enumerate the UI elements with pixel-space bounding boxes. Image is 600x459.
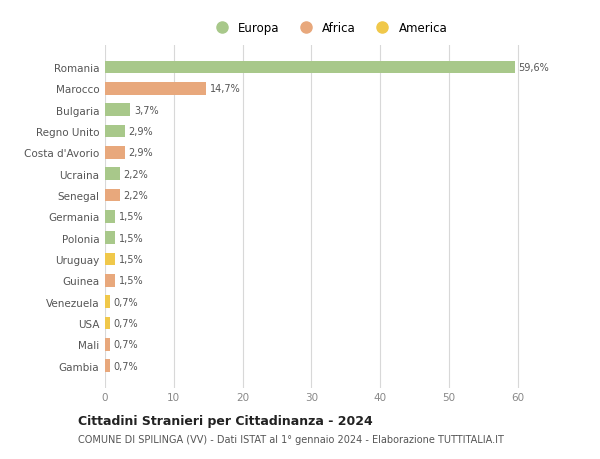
Bar — [105, 253, 115, 266]
Bar — [105, 62, 515, 74]
Text: 0,7%: 0,7% — [113, 297, 138, 307]
Text: 14,7%: 14,7% — [209, 84, 240, 94]
Text: 1,5%: 1,5% — [119, 212, 143, 222]
Text: 2,2%: 2,2% — [124, 169, 148, 179]
Text: Cittadini Stranieri per Cittadinanza - 2024: Cittadini Stranieri per Cittadinanza - 2… — [78, 414, 373, 428]
Bar — [105, 274, 115, 287]
Bar — [105, 211, 115, 223]
Text: COMUNE DI SPILINGA (VV) - Dati ISTAT al 1° gennaio 2024 - Elaborazione TUTTITALI: COMUNE DI SPILINGA (VV) - Dati ISTAT al … — [78, 434, 504, 443]
Bar — [105, 125, 125, 138]
Bar — [105, 232, 115, 245]
Text: 0,7%: 0,7% — [113, 319, 138, 328]
Bar — [105, 296, 110, 308]
Text: 0,7%: 0,7% — [113, 340, 138, 350]
Bar — [105, 338, 110, 351]
Text: 1,5%: 1,5% — [119, 276, 143, 286]
Text: 2,9%: 2,9% — [128, 127, 153, 137]
Bar — [105, 189, 120, 202]
Text: 1,5%: 1,5% — [119, 254, 143, 264]
Legend: Europa, Africa, America: Europa, Africa, America — [205, 17, 452, 40]
Text: 2,9%: 2,9% — [128, 148, 153, 158]
Bar — [105, 168, 120, 181]
Text: 0,7%: 0,7% — [113, 361, 138, 371]
Text: 1,5%: 1,5% — [119, 233, 143, 243]
Bar — [105, 359, 110, 372]
Text: 3,7%: 3,7% — [134, 106, 158, 115]
Bar — [105, 83, 206, 95]
Bar — [105, 317, 110, 330]
Text: 2,2%: 2,2% — [124, 190, 148, 201]
Bar — [105, 146, 125, 159]
Text: 59,6%: 59,6% — [518, 63, 549, 73]
Bar — [105, 104, 130, 117]
